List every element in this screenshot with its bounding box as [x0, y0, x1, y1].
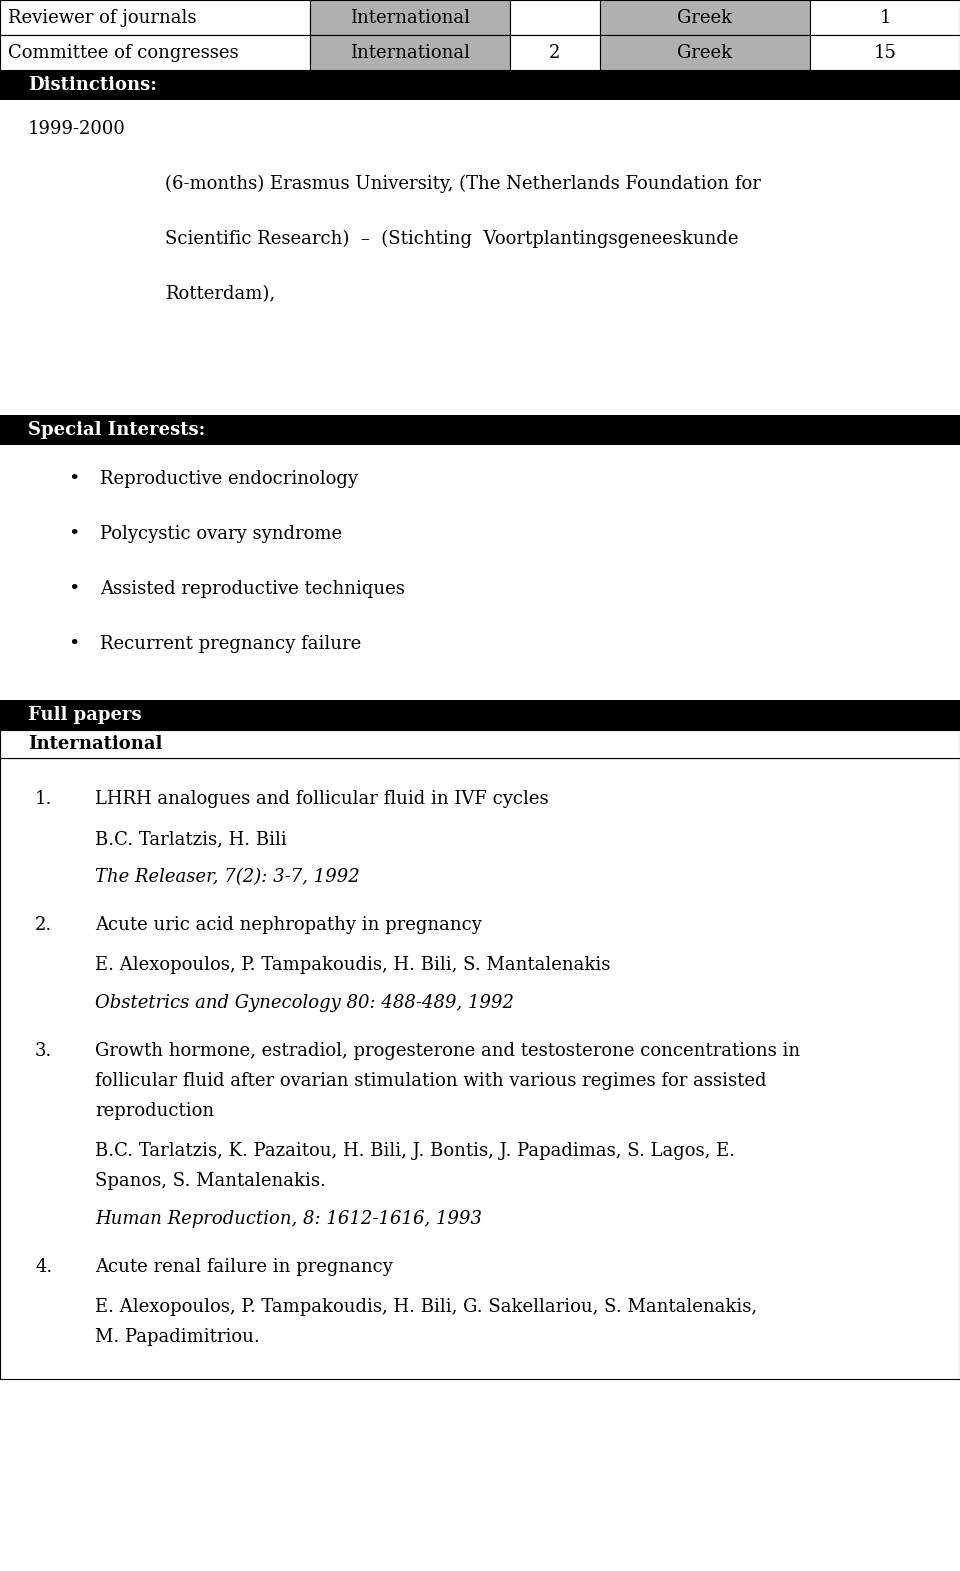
Text: 15: 15	[874, 44, 897, 61]
Text: Obstetrics and Gynecology 80: 488-489, 1992: Obstetrics and Gynecology 80: 488-489, 1…	[95, 994, 514, 1012]
Bar	[510, 35, 600, 71]
Text: Distinctions:: Distinctions:	[28, 75, 156, 94]
Text: •: •	[68, 580, 80, 599]
Text: E. Alexopoulos, P. Tampakoudis, H. Bili, S. Mantalenakis: E. Alexopoulos, P. Tampakoudis, H. Bili,…	[95, 957, 611, 974]
Text: Scientific Research)  –  (Stichting  Voortplantingsgeneeskunde: Scientific Research) – (Stichting Voortp…	[165, 229, 738, 248]
Bar	[600, 0, 810, 35]
Text: 1.: 1.	[35, 790, 53, 807]
Text: •: •	[68, 525, 80, 544]
Text: 2: 2	[549, 44, 561, 61]
Text: reproduction: reproduction	[95, 1101, 214, 1120]
Text: Greek: Greek	[678, 8, 732, 27]
Text: Reproductive endocrinology: Reproductive endocrinology	[100, 470, 358, 489]
Bar	[510, 0, 600, 35]
Text: Committee of congresses: Committee of congresses	[8, 44, 239, 61]
Text: LHRH analogues and follicular fluid in IVF cycles: LHRH analogues and follicular fluid in I…	[95, 790, 548, 807]
Text: Recurrent pregnancy failure: Recurrent pregnancy failure	[100, 635, 361, 654]
Text: Polycystic ovary syndrome: Polycystic ovary syndrome	[100, 525, 342, 544]
Text: Reviewer of journals: Reviewer of journals	[8, 8, 197, 27]
Bar	[0, 35, 310, 71]
Text: International: International	[350, 44, 470, 61]
Bar	[0, 0, 310, 35]
Bar	[810, 0, 960, 35]
Text: Growth hormone, estradiol, progesterone and testosterone concentrations in: Growth hormone, estradiol, progesterone …	[95, 1042, 800, 1060]
Text: Acute renal failure in pregnancy: Acute renal failure in pregnancy	[95, 1258, 393, 1276]
Text: B.C. Tarlatzis, H. Bili: B.C. Tarlatzis, H. Bili	[95, 829, 287, 848]
Text: Human Reproduction, 8: 1612-1616, 1993: Human Reproduction, 8: 1612-1616, 1993	[95, 1210, 482, 1229]
Text: 2.: 2.	[35, 916, 52, 935]
Text: 4.: 4.	[35, 1258, 52, 1276]
Bar	[0, 71, 960, 101]
Text: M. Papadimitriou.: M. Papadimitriou.	[95, 1327, 260, 1346]
Text: Acute uric acid nephropathy in pregnancy: Acute uric acid nephropathy in pregnancy	[95, 916, 482, 935]
Bar	[310, 0, 510, 35]
Text: Special Interests:: Special Interests:	[28, 421, 205, 438]
Text: E. Alexopoulos, P. Tampakoudis, H. Bili, G. Sakellariou, S. Mantalenakis,: E. Alexopoulos, P. Tampakoudis, H. Bili,…	[95, 1298, 757, 1316]
Text: Spanos, S. Mantalenakis.: Spanos, S. Mantalenakis.	[95, 1172, 325, 1189]
Text: Rotterdam),: Rotterdam),	[165, 284, 276, 303]
Text: The Releaser, 7(2): 3-7, 1992: The Releaser, 7(2): 3-7, 1992	[95, 869, 360, 886]
Text: 3.: 3.	[35, 1042, 53, 1060]
Text: Full papers: Full papers	[28, 705, 142, 724]
Text: •: •	[68, 635, 80, 654]
Bar	[810, 35, 960, 71]
Bar	[0, 701, 960, 731]
Text: International: International	[350, 8, 470, 27]
Text: 1999-2000: 1999-2000	[28, 119, 126, 138]
Text: follicular fluid after ovarian stimulation with various regimes for assisted: follicular fluid after ovarian stimulati…	[95, 1071, 766, 1090]
Text: (6-months) Erasmus University, (The Netherlands Foundation for: (6-months) Erasmus University, (The Neth…	[165, 174, 761, 193]
Bar	[310, 35, 510, 71]
Text: •: •	[68, 470, 80, 489]
Text: International: International	[28, 735, 162, 753]
Text: Greek: Greek	[678, 44, 732, 61]
Text: 1: 1	[879, 8, 891, 27]
Text: Assisted reproductive techniques: Assisted reproductive techniques	[100, 580, 405, 599]
Bar	[0, 757, 960, 1379]
Bar	[600, 35, 810, 71]
Bar	[0, 731, 960, 757]
Text: B.C. Tarlatzis, K. Pazaitou, H. Bili, J. Bontis, J. Papadimas, S. Lagos, E.: B.C. Tarlatzis, K. Pazaitou, H. Bili, J.…	[95, 1142, 735, 1159]
Bar	[0, 415, 960, 445]
